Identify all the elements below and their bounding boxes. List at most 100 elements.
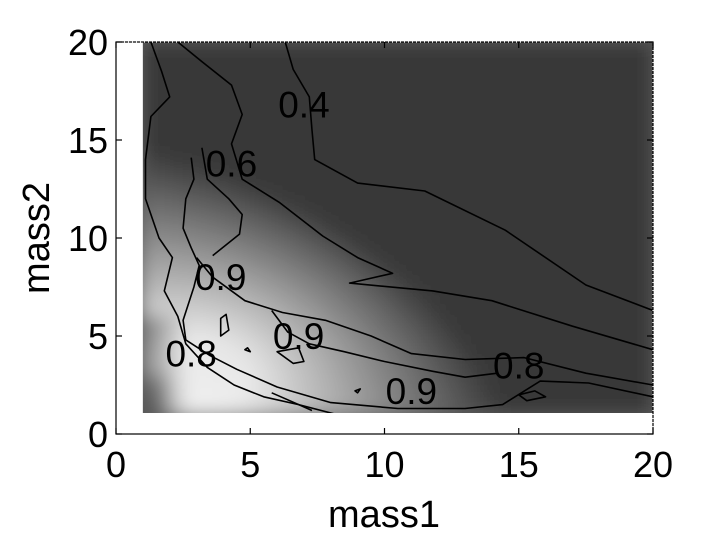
heat-cell — [142, 227, 157, 239]
heat-cell — [343, 266, 359, 278]
heat-cell — [464, 335, 479, 347]
heat-cell — [491, 296, 506, 308]
heat-cell — [397, 335, 412, 347]
heat-cell — [424, 384, 439, 396]
heat-cell — [169, 306, 184, 317]
heat-cell — [196, 227, 211, 239]
heat-cell — [558, 306, 573, 317]
heat-cell — [410, 266, 426, 278]
heat-cell — [571, 110, 587, 121]
heat-cell — [612, 217, 627, 229]
heat-cell — [384, 227, 399, 239]
heat-cell — [558, 286, 573, 298]
heat-cell — [437, 227, 453, 239]
heat-cell — [236, 355, 251, 366]
heat-cell — [464, 178, 479, 190]
heat-cell — [196, 42, 211, 53]
contour-line-0-4 — [284, 42, 653, 312]
heat-cell — [276, 139, 292, 151]
heat-cell — [303, 178, 318, 190]
heat-cell — [625, 266, 641, 278]
heat-cell — [464, 188, 479, 200]
heat-cell — [571, 70, 587, 82]
heat-cell — [343, 227, 359, 239]
heat-cell — [639, 168, 653, 180]
heat-cell — [639, 247, 653, 259]
heat-cell — [612, 80, 627, 92]
heat-cell — [437, 266, 453, 278]
contour-line-0-9 — [354, 388, 362, 394]
heat-cell — [155, 217, 171, 229]
heat-cell — [330, 325, 345, 337]
heat-cell — [343, 188, 359, 200]
heat-cell — [639, 335, 653, 347]
heat-cell — [639, 276, 653, 288]
heat-cell — [384, 247, 399, 259]
heat-cell — [263, 404, 278, 413]
heat-cell — [585, 159, 600, 170]
heat-cell — [504, 119, 520, 131]
heat-cell — [612, 139, 627, 151]
heat-cell — [477, 237, 493, 249]
heat-cell — [545, 178, 560, 190]
heat-cell — [464, 217, 479, 229]
heat-cell — [290, 404, 305, 413]
heat-cell — [196, 247, 211, 259]
heat-cell — [477, 247, 493, 259]
heat-cell — [518, 208, 533, 219]
heat-cell — [491, 257, 506, 268]
heat-cell — [209, 90, 224, 102]
heat-cell — [477, 315, 493, 327]
heat-cell — [437, 276, 453, 288]
heat-cell — [558, 51, 573, 63]
heat-cell — [155, 335, 171, 347]
heat-cell — [477, 217, 493, 229]
heat-cell — [518, 237, 533, 249]
heat-cell — [276, 315, 292, 327]
heat-cell — [545, 119, 560, 131]
heat-cell — [491, 100, 506, 112]
heat-cell — [424, 100, 439, 112]
contour-labels: 0.4 0.6 0.9 0.9 0.8 0.9 0.8 — [165, 85, 544, 412]
heat-cell — [518, 345, 533, 357]
heat-cell — [169, 51, 184, 63]
heat-cell — [330, 119, 345, 131]
heat-cell — [263, 296, 278, 308]
heat-cell — [585, 296, 600, 308]
heat-cell — [290, 374, 305, 386]
heat-cell — [155, 227, 171, 239]
heat-cell — [424, 198, 439, 210]
heat-cell — [531, 394, 547, 406]
heat-cell — [545, 100, 560, 112]
heat-cell — [531, 217, 547, 229]
heat-cell — [316, 61, 332, 72]
heat-cell — [370, 296, 385, 308]
heat-cell — [249, 384, 265, 396]
heat-cell — [316, 178, 332, 190]
x-tick-label: 0 — [106, 444, 126, 485]
x-tick-label: 20 — [633, 444, 673, 485]
heat-cell — [303, 51, 318, 63]
heat-cell — [612, 404, 627, 413]
heat-cell — [384, 110, 399, 121]
heat-cell — [571, 80, 587, 92]
heat-cell — [249, 119, 265, 131]
heat-cell — [410, 110, 426, 121]
heat-cell — [612, 149, 627, 161]
heat-cell — [464, 306, 479, 317]
heat-cell — [504, 208, 520, 219]
heat-cell — [410, 178, 426, 190]
contour-lines — [144, 42, 653, 413]
heat-cell — [316, 198, 332, 210]
heat-cell — [276, 90, 292, 102]
heat-cell — [585, 149, 600, 161]
heat-cell — [518, 266, 533, 278]
heat-cell — [330, 217, 345, 229]
heat-cell — [545, 42, 560, 53]
heat-cell — [316, 384, 332, 396]
heat-cell — [545, 266, 560, 278]
heat-cell — [209, 394, 224, 406]
heat-cell — [249, 227, 265, 239]
heat-cell — [222, 61, 238, 72]
